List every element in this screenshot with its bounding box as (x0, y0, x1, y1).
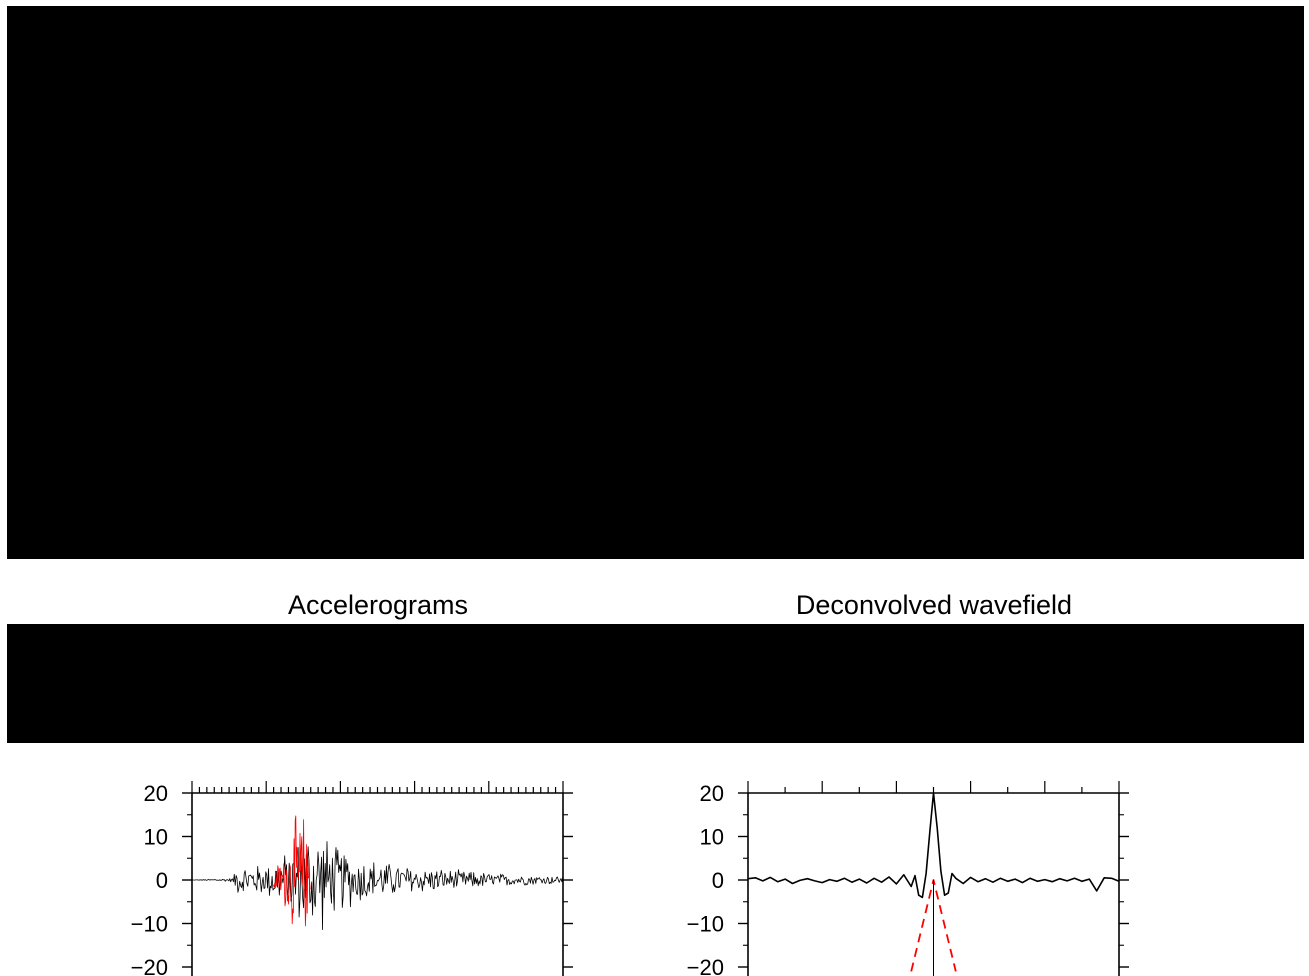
trace-group (192, 815, 563, 930)
y-tick-label: −20 (687, 955, 724, 976)
top-black-band (7, 6, 1304, 559)
y-tick-label: 0 (156, 868, 168, 893)
y-tick-label: 10 (144, 825, 168, 850)
accelerograms-title: Accelerograms (287, 590, 469, 620)
series-0-line (192, 841, 563, 930)
deconvolved-wavefield-title: Deconvolved wavefield (795, 590, 1073, 620)
series-1-line (273, 815, 311, 927)
middle-black-band (7, 624, 1304, 743)
y-tick-label: 20 (700, 781, 724, 806)
y-tick-label: −20 (131, 955, 168, 976)
y-tick-label: 0 (712, 868, 724, 893)
chart-deconvolved-wavefield: 20 10 0 −10 −20 (687, 781, 1129, 976)
y-tick-label: −10 (131, 912, 168, 937)
y-tick-label: −10 (687, 912, 724, 937)
y-tick-label: 10 (700, 825, 724, 850)
y-tick-label: 20 (144, 781, 168, 806)
chart-accelerograms: 20 10 0 −10 −20 (131, 781, 573, 976)
